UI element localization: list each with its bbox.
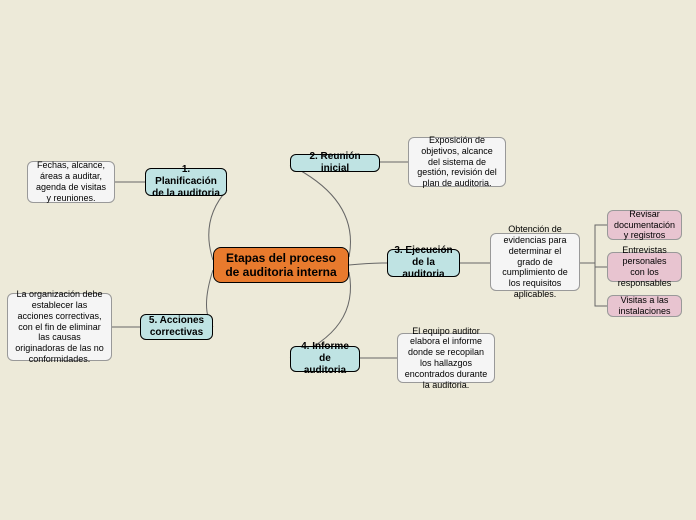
node-3: 3. Ejecución de la auditoria [387, 249, 460, 277]
node-4: 4. Informe de auditoria [290, 346, 360, 372]
n1-l1: 1. Planificación [152, 164, 220, 188]
node-1-desc: Fechas, alcance, áreas a auditar, agenda… [27, 161, 115, 203]
node-2: 2. Reunión inicial [290, 154, 380, 172]
node-4-desc: El equipo auditor elabora el informe don… [397, 333, 495, 383]
n1-l2: de la auditoria [152, 188, 220, 200]
n4-l2: auditoria [297, 365, 353, 377]
center-title-l2: de auditoria interna [225, 265, 336, 279]
node-1: 1. Planificación de la auditoria [145, 168, 227, 196]
node-3-sub3: Visitas a las instalaciones [607, 295, 682, 317]
node-3-sub1: Revisar documentación y registros [607, 210, 682, 240]
n3-l2: de la auditoria [394, 257, 453, 281]
center-node: Etapas del proceso de auditoria interna [213, 247, 349, 283]
n4-l1: 4. Informe de [297, 341, 353, 365]
n3-l1: 3. Ejecución [394, 245, 453, 257]
n5-l1: 5. Acciones [149, 315, 204, 327]
center-title-l1: Etapas del proceso [225, 251, 336, 265]
n5-l2: correctivas [149, 327, 204, 339]
node-5-desc: La organización debe establecer las acci… [7, 293, 112, 361]
node-5: 5. Acciones correctivas [140, 314, 213, 340]
node-2-desc: Exposición de objetivos, alcance del sis… [408, 137, 506, 187]
node-3-sub2: Entrevistas personales con los responsab… [607, 252, 682, 282]
node-3-desc: Obtención de evidencias para determinar … [490, 233, 580, 291]
